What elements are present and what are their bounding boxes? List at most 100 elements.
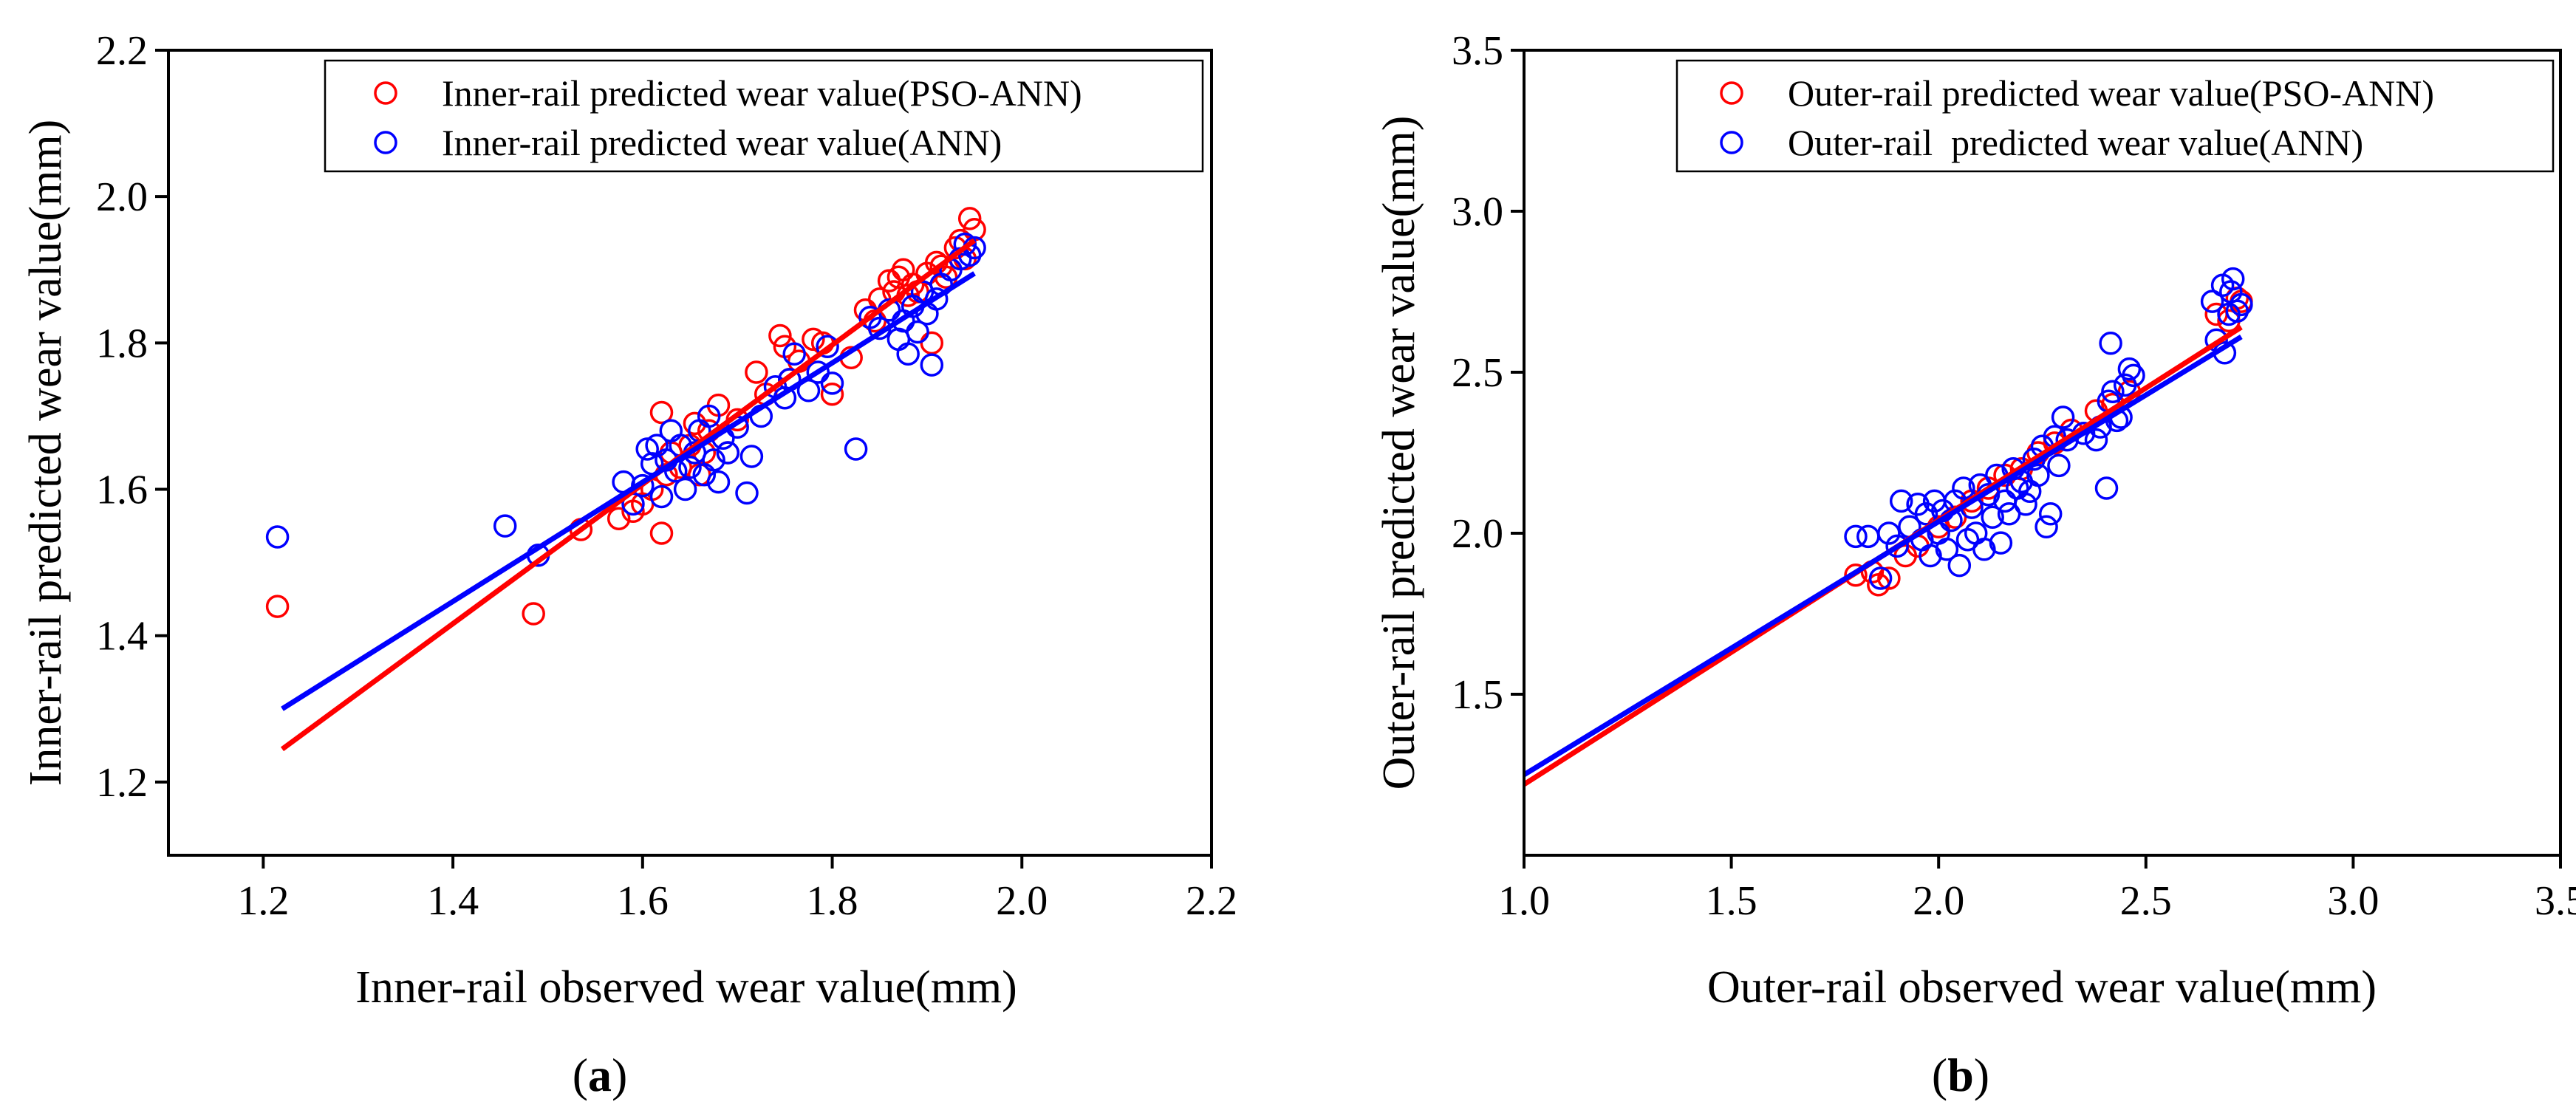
chart-b-y-tick-label-1: 2.0 [1452, 511, 1503, 557]
chart-a-point-s1-47 [920, 353, 944, 377]
chart-b-point-s1-5 [1889, 489, 1913, 513]
chart-b-point-s1-42 [2051, 405, 2075, 429]
chart-a-point-s1-23 [716, 441, 740, 465]
chart-b-point-s1-25 [1981, 505, 2004, 529]
chart-a-point-s1-44 [906, 320, 929, 344]
chart-a-point-s0-28 [820, 382, 844, 406]
chart-b-x-tick-label-5: 3.5 [2535, 878, 2576, 924]
chart-a-point-s0-0 [265, 595, 290, 618]
chart-a-y-tick-label-2: 1.6 [96, 468, 148, 513]
panel-label-b-open: ( [1932, 1049, 1947, 1101]
chart-a-point-s1-33 [806, 360, 830, 384]
chart-b-point-s1-0 [1844, 524, 1868, 549]
chart-b-x-tick-label-4: 3.0 [2327, 878, 2379, 924]
chart-a-fit-line-s1 [281, 271, 976, 711]
chart-b-point-s1-41 [2047, 453, 2071, 478]
chart-a-y-tick-label-1: 1.4 [96, 614, 148, 660]
chart-b-point-s1-23 [1972, 538, 1996, 561]
chart-b-legend-box [1675, 59, 2555, 173]
chart-a-point-s0-22 [768, 323, 792, 348]
chart-b-x-tick-label-1: 1.5 [1706, 878, 1757, 924]
chart-a-point-s1-14 [673, 477, 697, 501]
chart-b-legend: Outer-rail predicted wear value(PSO-ANN)… [1675, 59, 2555, 173]
chart-a-fit-line-s0 [280, 238, 977, 752]
chart-b-point-s1-3 [1877, 521, 1901, 545]
chart-a-point-s1-1 [493, 514, 517, 538]
chart-b-y-tick-label-3: 3.0 [1452, 189, 1503, 235]
chart-b-point-s1-43 [2055, 428, 2079, 452]
chart-a-point-s1-31 [782, 342, 806, 366]
chart-b-point-s0-3 [1877, 566, 1901, 590]
chart-b-point-s1-47 [2094, 476, 2119, 500]
chart-a-legend-label-pso-ann: Inner-rail predicted wear value(PSO-ANN) [442, 72, 1082, 114]
chart-b-point-s1-62 [2221, 267, 2245, 291]
chart-b-point-s1-9 [1914, 502, 1938, 526]
panel-label-b-close: ) [1974, 1049, 1989, 1101]
chart-b-plot-frame [1523, 49, 2562, 857]
chart-b-marks [1844, 267, 2253, 597]
chart-b-y-tick-label-2: 2.5 [1452, 350, 1503, 396]
chart-b-x-tick-label-3: 2.5 [2120, 878, 2172, 924]
chart-b-fit-line-s1 [1523, 335, 2243, 777]
chart-a-point-s1-34 [816, 335, 839, 359]
chart-a-point-s1-36 [844, 437, 868, 461]
chart-a-x-tick-label-3: 1.8 [807, 878, 858, 924]
chart-a-point-s1-21 [706, 470, 731, 494]
chart-b-point-s1-56 [2200, 290, 2224, 313]
chart-a-point-s0-8 [649, 400, 674, 425]
chart-b-point-s1-50 [2101, 380, 2125, 403]
chart-b-point-s1-27 [1989, 531, 2013, 555]
chart-a-point-s0-36 [892, 258, 915, 282]
chart-a-legend: Inner-rail predicted wear value(PSO-ANN)… [324, 59, 1204, 173]
chart-b-point-s1-4 [1885, 534, 1909, 558]
chart-a-point-s1-48 [924, 287, 949, 311]
chart-a-point-s0-3 [607, 507, 631, 530]
chart-b-legend-swatch-ann [1720, 131, 1743, 154]
chart-a-x-tick-label-2: 1.6 [617, 878, 669, 924]
chart-a-y-tick-label-0: 1.2 [96, 760, 148, 806]
chart-b-point-s1-18 [1952, 476, 1975, 500]
chart-b-point-s1-49 [2099, 332, 2122, 355]
chart-b-point-s0-0 [1844, 563, 1868, 587]
chart-b-point-s1-10 [1919, 544, 1942, 568]
chart-a-legend-swatch-pso-ann [374, 81, 397, 105]
chart-b-fit-lines [1523, 325, 2243, 787]
chart-a-point-s1-15 [678, 456, 702, 479]
chart-b-point-s1-17 [1947, 553, 1972, 578]
chart-b-legend-label-ann: Outer-rail predicted wear value(ANN) [1788, 122, 2363, 163]
chart-a-y-tick-label-5: 2.2 [96, 28, 148, 74]
chart-b-y-axis-title: Outer-rail predicted wear value(mm) [1374, 116, 1424, 790]
chart-a-plot-frame [167, 49, 1213, 857]
chart-a-x-axis-title: Inner-rail observed wear value(mm) [355, 962, 1017, 1013]
chart-a-point-s1-9 [649, 484, 674, 509]
panel-label-a-open: ( [573, 1049, 588, 1101]
chart-b-point-s1-39 [2038, 502, 2063, 526]
chart-b-legend-label-pso-ann: Outer-rail predicted wear value(PSO-ANN) [1788, 72, 2434, 114]
chart-b-point-s0-18 [2204, 302, 2228, 326]
chart-a-point-s1-11 [659, 419, 683, 443]
chart-a-x-tick-label-4: 2.0 [996, 878, 1048, 924]
chart-a-point-s1-35 [820, 371, 844, 395]
panel-label-b-letter: b [1947, 1049, 1974, 1101]
chart-a-legend-swatch-ann [374, 131, 397, 154]
chart-b-point-s1-55 [2122, 363, 2145, 388]
chart-b-x-tick-label-2: 2.0 [1913, 878, 1964, 924]
chart-a-marks [265, 207, 986, 626]
chart-a-point-s1-25 [735, 481, 759, 505]
chart-a-point-s1-0 [265, 525, 290, 549]
chart-a-point-s0-47 [957, 207, 982, 230]
chart-b-point-s1-54 [2117, 357, 2142, 381]
chart-a-axes: 1.2 1.4 1.6 1.8 2.0 2.2 1.2 1.4 1.6 1.8 2.0 2.2 [96, 28, 1237, 924]
chart-a-x-tick-label-1: 1.4 [427, 878, 479, 924]
panel-label-b: (b) [1932, 1049, 1989, 1101]
chart-b-axes: 1.0 1.5 2.0 2.5 3.0 3.5 1.5 2.0 2.5 3.0 3.5 [1452, 28, 2576, 924]
chart-a-point-s1-42 [896, 342, 920, 366]
chart-a-point-s1-20 [702, 448, 725, 472]
chart-a-legend-box [324, 59, 1204, 173]
chart-b-point-s1-14 [1935, 538, 1959, 561]
chart-a-y-tick-label-4: 2.0 [96, 174, 148, 220]
chart-a-point-s0-41 [920, 331, 944, 355]
chart-b-point-s1-1 [1856, 524, 1880, 549]
chart-a-point-s1-19 [697, 404, 721, 428]
chart-a-y-axis-title: Inner-rail predicted wear value(mm) [21, 120, 71, 786]
